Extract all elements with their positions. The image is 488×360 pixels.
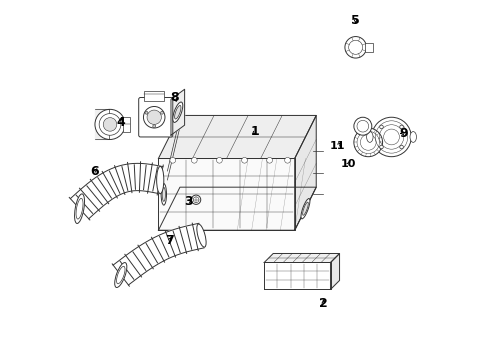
Polygon shape bbox=[330, 253, 339, 289]
Text: 1: 1 bbox=[250, 125, 259, 138]
Circle shape bbox=[353, 117, 371, 135]
Text: 11: 11 bbox=[329, 141, 345, 151]
Circle shape bbox=[241, 157, 247, 163]
Bar bbox=[144, 91, 163, 101]
Ellipse shape bbox=[301, 198, 309, 219]
Polygon shape bbox=[95, 109, 109, 139]
Polygon shape bbox=[264, 253, 339, 262]
Circle shape bbox=[371, 117, 410, 157]
Circle shape bbox=[99, 113, 121, 135]
Circle shape bbox=[147, 110, 161, 125]
Circle shape bbox=[344, 37, 366, 58]
Circle shape bbox=[95, 109, 125, 139]
Circle shape bbox=[143, 107, 164, 128]
Circle shape bbox=[191, 157, 197, 163]
Circle shape bbox=[399, 125, 403, 129]
Circle shape bbox=[356, 120, 368, 132]
Ellipse shape bbox=[115, 262, 126, 288]
Circle shape bbox=[348, 40, 362, 54]
Polygon shape bbox=[294, 116, 316, 230]
Text: 9: 9 bbox=[399, 127, 407, 140]
Ellipse shape bbox=[161, 184, 166, 205]
Text: 6: 6 bbox=[90, 165, 99, 177]
Circle shape bbox=[193, 197, 199, 203]
Text: 5: 5 bbox=[350, 14, 359, 27]
Circle shape bbox=[379, 145, 383, 149]
Polygon shape bbox=[70, 163, 163, 219]
Ellipse shape bbox=[197, 224, 205, 247]
Circle shape bbox=[169, 157, 175, 163]
Circle shape bbox=[145, 111, 147, 114]
Ellipse shape bbox=[302, 202, 307, 215]
Ellipse shape bbox=[366, 132, 372, 142]
Circle shape bbox=[266, 157, 272, 163]
Circle shape bbox=[284, 157, 290, 163]
Polygon shape bbox=[158, 158, 294, 230]
Ellipse shape bbox=[174, 105, 181, 119]
Polygon shape bbox=[171, 89, 184, 135]
Circle shape bbox=[353, 128, 382, 157]
Circle shape bbox=[399, 145, 403, 149]
Polygon shape bbox=[158, 187, 316, 230]
FancyBboxPatch shape bbox=[139, 98, 172, 137]
Circle shape bbox=[152, 125, 155, 128]
Circle shape bbox=[191, 195, 201, 204]
Ellipse shape bbox=[409, 132, 416, 142]
Circle shape bbox=[216, 157, 222, 163]
Ellipse shape bbox=[162, 187, 165, 201]
Text: 2: 2 bbox=[318, 297, 327, 310]
Polygon shape bbox=[158, 116, 316, 158]
Circle shape bbox=[103, 118, 117, 131]
Ellipse shape bbox=[107, 109, 111, 139]
Text: 7: 7 bbox=[164, 234, 173, 247]
Circle shape bbox=[379, 125, 383, 129]
Ellipse shape bbox=[74, 194, 84, 224]
Polygon shape bbox=[113, 223, 203, 285]
Bar bbox=[122, 117, 130, 132]
Circle shape bbox=[160, 111, 163, 114]
Bar bbox=[364, 43, 372, 51]
Ellipse shape bbox=[172, 102, 183, 122]
Text: 4: 4 bbox=[116, 116, 125, 129]
Ellipse shape bbox=[156, 166, 163, 194]
Text: 8: 8 bbox=[170, 91, 179, 104]
Text: 3: 3 bbox=[184, 195, 193, 208]
Text: 10: 10 bbox=[340, 159, 355, 169]
Polygon shape bbox=[264, 262, 330, 289]
